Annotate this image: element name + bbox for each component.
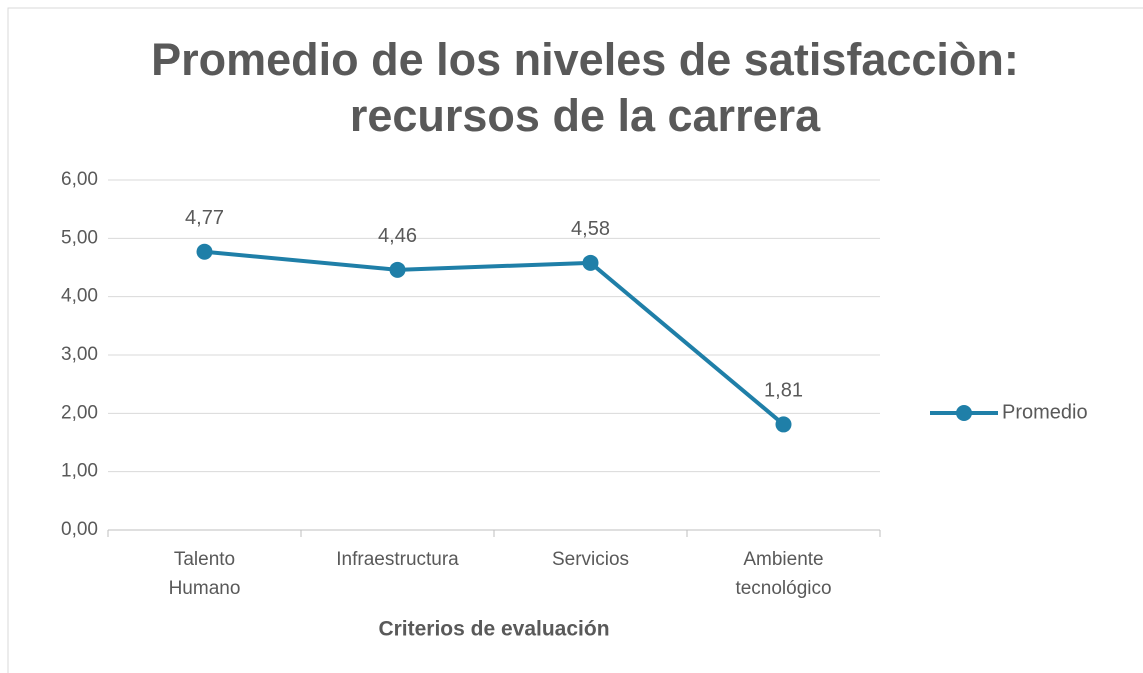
legend-label: Promedio <box>1002 401 1088 423</box>
y-tick-label: 2,00 <box>61 402 98 423</box>
x-tick-label: Talento Humano <box>169 549 241 599</box>
line <box>204 249 785 426</box>
data-label: 1,81 <box>764 380 803 402</box>
x-tick-label: Ambiente tecnológico <box>735 549 831 599</box>
marker <box>582 254 599 271</box>
chart-title: Promedio de los niveles de satisfacciòn:… <box>151 34 1019 141</box>
marker <box>196 243 213 260</box>
data-label: 4,77 <box>185 207 224 229</box>
y-tick-label: 5,00 <box>61 227 98 248</box>
data-label: 4,58 <box>571 218 610 240</box>
legend-marker <box>956 405 972 421</box>
chart-frame <box>7 7 1143 673</box>
y-tick-label: 6,00 <box>61 169 98 190</box>
y-tick-label: 1,00 <box>61 461 98 482</box>
y-tick-label: 0,00 <box>61 519 98 540</box>
x-axis-title: Criterios de evaluación <box>378 618 609 641</box>
x-tick-label: Servicios <box>552 549 629 570</box>
marker <box>775 416 792 433</box>
y-tick-label: 4,00 <box>61 286 98 307</box>
y-tick-label: 3,00 <box>61 344 98 365</box>
x-tick-label: Infraestructura <box>336 549 459 570</box>
data-label: 4,46 <box>378 225 417 247</box>
marker <box>389 261 406 278</box>
